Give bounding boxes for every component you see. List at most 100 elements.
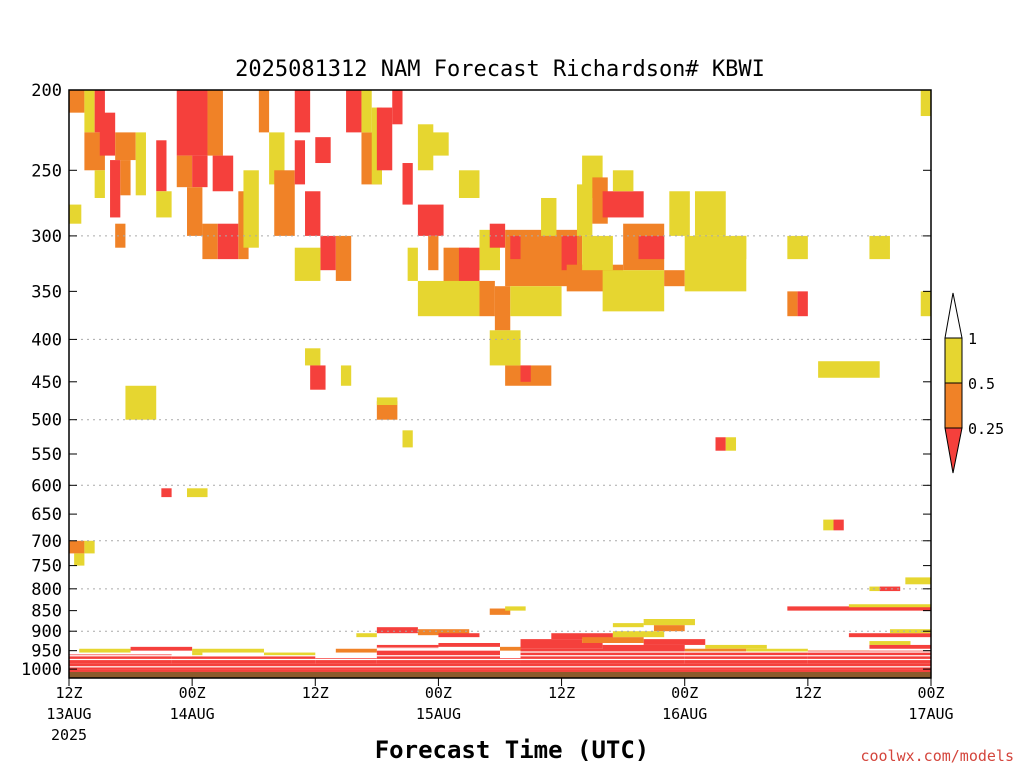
heatmap-cell	[212, 155, 234, 192]
heatmap-cell	[192, 648, 264, 653]
heatmap-cell	[187, 187, 203, 236]
heatmap-cell	[356, 633, 377, 638]
x-tick-label: 17AUG	[908, 705, 953, 723]
heatmap-cell	[310, 365, 326, 390]
heatmap-cell	[905, 577, 931, 585]
heatmap-cell	[479, 280, 495, 317]
heatmap-cell	[612, 631, 665, 638]
heatmap-stripe	[520, 651, 931, 653]
y-tick-label: 300	[31, 227, 62, 247]
heatmap-cell	[494, 286, 511, 331]
heatmap-cell	[684, 652, 808, 664]
heatmap-cell	[489, 330, 521, 366]
heatmap-cell	[69, 204, 82, 224]
heatmap-cell	[561, 235, 577, 271]
heatmap-cell	[335, 648, 377, 653]
heatmap-cell	[920, 291, 931, 317]
heatmap-cell	[263, 652, 316, 657]
heatmap-cell	[125, 385, 157, 420]
heatmap-cell	[705, 644, 767, 649]
heatmap-cell	[84, 90, 95, 133]
y-tick-label: 250	[31, 161, 62, 181]
heatmap-cell	[848, 604, 931, 608]
x-tick-label: 00Z	[179, 684, 206, 702]
heatmap-cell	[638, 235, 665, 260]
heatmap-cell	[392, 90, 403, 125]
heatmap-cell	[361, 90, 372, 133]
heatmap-cell	[335, 235, 352, 281]
x-tick-label: 15AUG	[416, 705, 461, 723]
legend-swatch-orange	[944, 382, 963, 429]
heatmap-cell	[510, 286, 562, 317]
legend-label-0.5: 0.5	[968, 375, 995, 393]
heatmap-cell	[417, 629, 470, 636]
x-tick-label: 00Z	[917, 684, 944, 702]
heatmap-cell	[787, 606, 931, 611]
heatmap-cell	[669, 191, 690, 236]
heatmap-cell	[176, 155, 193, 188]
x-tick-label: 16AUG	[662, 705, 707, 723]
x-tick-label: 12Z	[794, 684, 821, 702]
y-tick-label: 1000	[21, 660, 62, 680]
heatmap-cell	[187, 488, 208, 498]
heatmap-stripe	[376, 647, 500, 649]
y-tick-label: 600	[31, 476, 62, 496]
heatmap-cell	[500, 646, 521, 651]
heatmap-cell	[612, 170, 634, 192]
y-tick-label: 450	[31, 373, 62, 393]
heatmap-cell	[458, 170, 480, 198]
x-axis-label: Forecast Time (UTC)	[375, 736, 650, 764]
heatmap-cell	[417, 280, 480, 317]
heatmap-cell	[402, 430, 413, 448]
heatmap-cell	[135, 132, 146, 196]
x-tick-label: 12Z	[55, 684, 82, 702]
heatmap-cell	[376, 627, 418, 634]
x-tick-label: 14AUG	[170, 705, 215, 723]
heatmap-cell	[94, 170, 105, 198]
heatmap-cell	[920, 90, 931, 117]
legend-bottom-arrow	[944, 427, 963, 474]
heatmap-cell	[69, 90, 85, 113]
heatmap-cell	[612, 623, 644, 628]
heatmap-cell	[428, 235, 439, 271]
heatmap-cell	[428, 132, 449, 156]
y-tick-label: 550	[31, 445, 62, 465]
heatmap-cell	[643, 619, 695, 626]
heatmap-cell	[69, 540, 85, 554]
heatmap-cell	[192, 155, 208, 188]
heatmap-cell	[115, 223, 126, 248]
heatmap-cell	[582, 637, 644, 644]
heatmap-cell	[156, 140, 167, 192]
heatmap-cell	[602, 644, 685, 651]
heatmap-cell	[376, 644, 439, 649]
heatmap-cell	[787, 291, 798, 317]
heatmap-cell	[725, 437, 737, 451]
heatmap-cell	[346, 90, 362, 133]
heatmap-cell	[602, 191, 644, 218]
y-tick-label: 900	[31, 622, 62, 642]
heatmap-cell	[84, 540, 95, 554]
y-tick-label: 950	[31, 642, 62, 662]
y-tick-label: 850	[31, 602, 62, 622]
y-tick-label: 700	[31, 532, 62, 552]
heatmap-cell	[500, 658, 521, 664]
heatmap-cell	[258, 90, 270, 133]
heatmap-cell	[807, 650, 931, 664]
heatmap-cell	[217, 223, 239, 260]
plot-frame	[68, 89, 932, 679]
heatmap-cell	[736, 235, 747, 260]
legend-swatch-yellow	[944, 337, 963, 384]
heatmap-cell	[243, 170, 259, 248]
heatmap-cell	[402, 163, 413, 205]
heatmap-cell	[833, 519, 844, 531]
heatmap-cell	[94, 90, 105, 133]
heatmap-cell	[643, 639, 706, 645]
heatmap-cell	[315, 658, 377, 664]
legend-label-0.25: 0.25	[968, 420, 1004, 438]
heatmap-cell	[115, 132, 136, 161]
y-tick-label: 400	[31, 330, 62, 350]
heatmap-cell	[110, 160, 121, 218]
heatmap-cell	[879, 586, 901, 592]
heatmap-cell	[438, 643, 500, 647]
